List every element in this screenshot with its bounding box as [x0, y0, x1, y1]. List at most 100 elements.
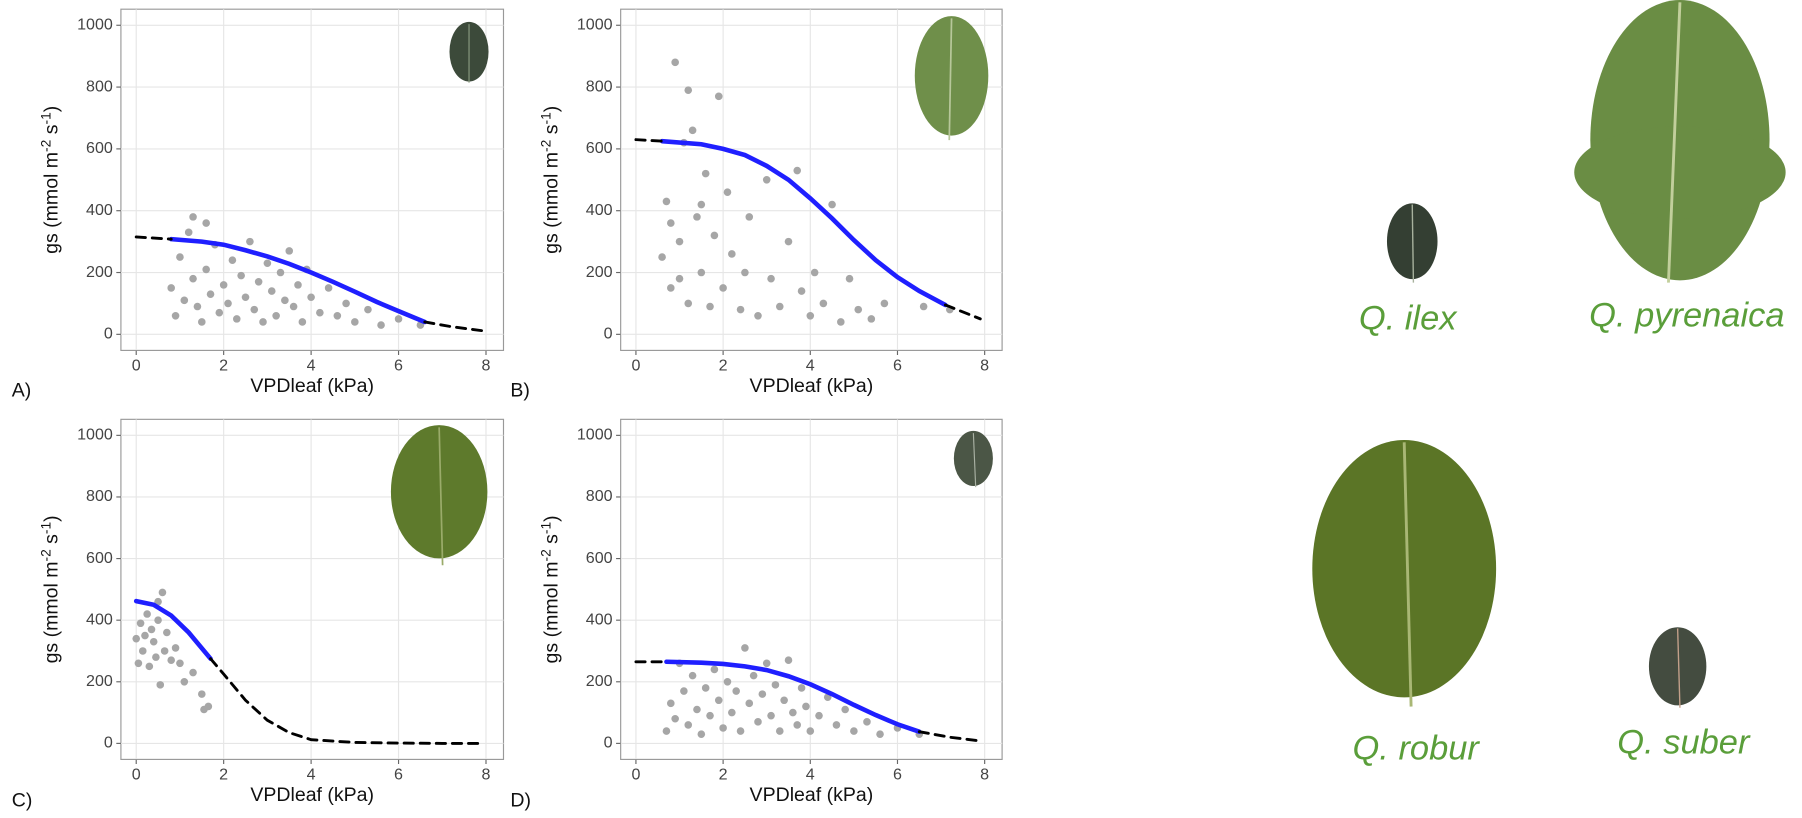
- plot-area: [120, 8, 505, 351]
- y-axis-title-part: s: [540, 124, 562, 139]
- x-tick-label: 6: [893, 357, 902, 375]
- data-point: [758, 690, 767, 698]
- data-point: [333, 311, 342, 320]
- data-point: [693, 213, 701, 221]
- data-point: [294, 281, 302, 289]
- data-point: [147, 625, 156, 634]
- data-point: [732, 687, 740, 695]
- data-point: [276, 268, 285, 277]
- data-point: [745, 699, 754, 708]
- x-tick-label: 8: [482, 766, 491, 784]
- panel-label: C): [12, 790, 33, 812]
- data-point: [723, 677, 732, 686]
- fit-line: [664, 659, 922, 734]
- x-tick-label: 6: [394, 357, 403, 375]
- data-point: [810, 268, 819, 277]
- x-tick-label: 0: [132, 357, 141, 375]
- data-point: [919, 302, 928, 311]
- data-point: [797, 287, 806, 295]
- x-tick-label: 6: [394, 766, 403, 784]
- leaf-icon: [914, 16, 989, 136]
- data-point: [671, 58, 679, 67]
- leaf-vein: [1402, 442, 1413, 707]
- data-point: [767, 711, 775, 720]
- species-panel: Q. ilex Q. pyrenaica Q. robur Q. suber: [1312, 0, 1786, 767]
- data-point: [697, 200, 706, 209]
- y-tick-label: 1000: [577, 16, 613, 34]
- species-label: Q. ilex: [1359, 300, 1458, 338]
- data-point: [136, 619, 145, 628]
- data-point: [171, 311, 180, 320]
- data-point: [728, 250, 736, 258]
- y-axis-title-part: ): [540, 106, 562, 113]
- data-point: [832, 721, 841, 729]
- y-axis-title-part: -2: [38, 549, 53, 561]
- x-tick-label: 4: [806, 357, 815, 375]
- data-point: [736, 305, 745, 314]
- fit-line: [168, 236, 428, 325]
- data-point: [176, 659, 184, 668]
- data-point: [867, 315, 876, 323]
- data-point: [180, 677, 189, 686]
- data-point: [394, 315, 403, 323]
- y-axis-title-part: s: [41, 534, 63, 549]
- data-point: [259, 318, 267, 326]
- y-tick-label: 1000: [77, 426, 113, 444]
- data-point: [706, 302, 714, 311]
- data-point: [206, 290, 215, 298]
- data-point: [688, 671, 697, 680]
- x-tick-label: 2: [219, 766, 228, 784]
- data-point: [662, 197, 671, 206]
- data-point: [377, 321, 385, 329]
- panel-leaves: [390, 16, 993, 566]
- leaf-image: [1312, 440, 1497, 698]
- data-point: [281, 296, 289, 305]
- data-point: [667, 284, 675, 292]
- y-axis-title-part: ): [540, 515, 562, 522]
- y-axis-title-part: gs (mmol m: [41, 562, 63, 664]
- y-axis-title: gs (mmol m-2 s-1): [38, 106, 62, 254]
- fit-line: [133, 598, 213, 661]
- y-axis-title: gs (mmol m-2 s-1): [538, 515, 562, 663]
- data-point: [342, 299, 350, 308]
- y-axis-title-part: ): [41, 106, 63, 113]
- data-point: [793, 721, 802, 729]
- data-point: [156, 681, 165, 689]
- leaf-icon: [953, 430, 993, 486]
- data-point: [710, 231, 719, 240]
- y-tick-label: 400: [586, 610, 613, 628]
- y-tick-label: 0: [604, 325, 613, 343]
- y-tick-label: 600: [586, 549, 613, 567]
- data-point: [145, 662, 154, 671]
- data-point: [710, 665, 719, 674]
- data-point: [714, 696, 723, 705]
- data-point: [819, 299, 828, 308]
- data-point: [684, 86, 693, 94]
- data-point: [202, 265, 210, 274]
- x-tick-label: 4: [307, 357, 316, 375]
- data-point: [850, 727, 858, 735]
- x-tick-label: 2: [219, 357, 228, 375]
- data-point: [154, 616, 162, 624]
- y-axis-title-part: s: [540, 534, 562, 549]
- y-tick-label: 0: [104, 325, 113, 343]
- species-label: Q. suber: [1617, 724, 1751, 762]
- data-point: [662, 727, 671, 735]
- y-tick-label: 0: [604, 734, 613, 752]
- x-axis-title: VPDleaf (kPa): [750, 375, 874, 397]
- data-point: [780, 696, 788, 705]
- data-point: [232, 315, 241, 323]
- x-tick-label: 8: [482, 357, 491, 375]
- y-axis-title-part: -1: [38, 522, 53, 534]
- data-point: [797, 684, 806, 692]
- y-axis-title-part: -1: [538, 112, 553, 124]
- y-tick-label: 400: [586, 201, 613, 219]
- data-point: [675, 274, 684, 283]
- y-axis-title-part: -1: [38, 112, 53, 124]
- extrapolation-line: [134, 235, 484, 333]
- data-point: [667, 699, 675, 708]
- data-point: [684, 299, 693, 308]
- data-point: [180, 296, 189, 305]
- data-point: [250, 305, 259, 314]
